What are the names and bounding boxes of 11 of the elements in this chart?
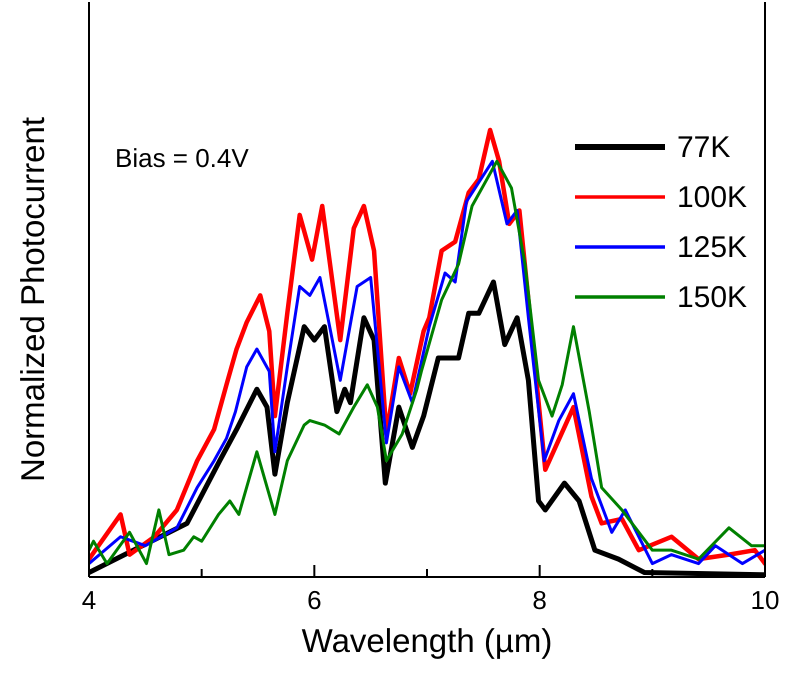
y-axis-title: Normalized Photocurrent [14, 117, 51, 482]
x-tick-label: 4 [82, 585, 96, 615]
legend-label: 125K [677, 231, 748, 264]
x-tick-label: 8 [532, 585, 547, 615]
annotation: Bias = 0.4V [115, 143, 250, 173]
x-axis-title: Wavelength (µm) [302, 622, 552, 659]
legend-label: 150K [677, 281, 748, 314]
legend-label: 77K [677, 131, 730, 164]
legend-label: 100K [677, 181, 748, 214]
x-tick-label: 6 [307, 585, 322, 615]
x-tick-label: 10 [750, 585, 780, 615]
